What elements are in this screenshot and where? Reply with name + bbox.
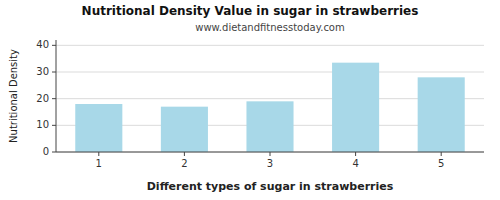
subtitle: www.dietandfitnesstoday.com [195,22,344,33]
y-tick [52,98,56,99]
y-axis-label: Nutritional Density [8,49,19,143]
chart-container: 0 10 20 30 40 1 2 3 4 5 Different types of sugar i… [0,0,500,200]
bar [418,77,465,152]
grid-line [56,72,484,73]
x-tick [355,152,356,156]
x-tick [441,152,442,156]
y-tick-label: 0 [43,146,49,157]
bar [246,101,293,152]
y-tick-label: 40 [36,39,49,50]
x-tick-label: 2 [181,158,187,169]
bar [75,104,122,152]
y-tick [52,72,56,73]
y-tick-label: 20 [36,93,49,104]
x-tick [98,152,99,156]
chart: 0 10 20 30 40 1 2 3 4 5 Different types of sugar i… [0,0,500,200]
y-tick-label: 10 [36,119,49,130]
title: Nutritional Density Value in sugar in st… [82,4,419,18]
x-tick-label: 3 [267,158,273,169]
x-tick-label: 4 [352,158,358,169]
y-axis [56,40,57,152]
x-tick-label: 1 [96,158,102,169]
y-tick [52,45,56,46]
y-tick-label: 30 [36,66,49,77]
y-tick [52,125,56,126]
y-tick [52,152,56,153]
bar [332,63,379,152]
x-tick-label: 5 [438,158,444,169]
grid [56,45,484,152]
bars [75,63,464,152]
grid-line [56,45,484,46]
x-axis-label: Different types of sugar in strawberries [147,180,394,193]
bar [161,107,208,152]
x-tick [270,152,271,156]
x-tick [184,152,185,156]
